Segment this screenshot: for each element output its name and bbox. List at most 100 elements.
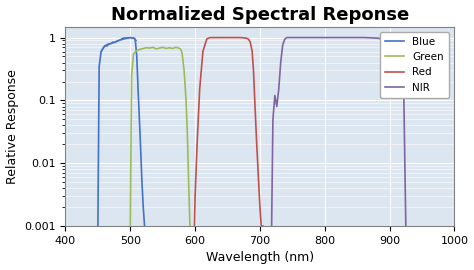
- Green: [170, 47, 175, 50]
- Blue: [95, 225, 100, 228]
- NIR: [335, 36, 341, 39]
- NIR: [361, 36, 366, 39]
- Line: Green: Green: [130, 47, 190, 226]
- NIR: [400, 65, 405, 68]
- Red: [204, 37, 210, 40]
- NIR: [309, 36, 315, 39]
- Red: [244, 37, 250, 40]
- NIR: [401, 99, 407, 102]
- Blue: [124, 36, 130, 40]
- Red: [241, 36, 246, 39]
- NIR: [278, 61, 283, 64]
- Green: [154, 47, 159, 50]
- NIR: [348, 36, 354, 39]
- Line: Blue: Blue: [98, 38, 145, 226]
- Blue: [133, 40, 138, 44]
- Red: [207, 36, 213, 39]
- NIR: [403, 225, 409, 228]
- Green: [187, 225, 193, 228]
- NIR: [390, 42, 396, 45]
- Red: [258, 225, 264, 228]
- Red: [252, 99, 257, 102]
- Green: [181, 69, 187, 72]
- NIR: [374, 36, 380, 40]
- Blue: [111, 41, 117, 44]
- X-axis label: Wavelength (nm): Wavelength (nm): [206, 251, 314, 264]
- Blue: [101, 45, 107, 48]
- Green: [140, 47, 146, 50]
- NIR: [302, 36, 308, 39]
- Y-axis label: Relative Response: Relative Response: [6, 69, 18, 184]
- NIR: [290, 36, 295, 39]
- Green: [186, 181, 191, 184]
- Green: [134, 49, 140, 52]
- Blue: [121, 37, 127, 40]
- Green: [156, 46, 162, 50]
- Green: [147, 46, 153, 50]
- Blue: [131, 36, 137, 40]
- Green: [176, 46, 182, 50]
- Red: [212, 36, 218, 39]
- Red: [243, 36, 248, 40]
- Line: Red: Red: [194, 38, 263, 226]
- Green: [173, 46, 179, 49]
- Blue: [98, 50, 104, 53]
- NIR: [270, 118, 276, 121]
- Blue: [118, 38, 123, 42]
- Red: [249, 50, 255, 53]
- NIR: [380, 37, 386, 40]
- Green: [129, 74, 135, 77]
- NIR: [322, 36, 328, 39]
- Blue: [134, 55, 140, 58]
- Red: [191, 225, 197, 228]
- NIR: [282, 38, 287, 41]
- NIR: [387, 39, 392, 43]
- Green: [178, 48, 184, 51]
- NIR: [280, 44, 285, 47]
- Red: [225, 36, 230, 39]
- Green: [160, 46, 165, 49]
- NIR: [269, 225, 274, 228]
- Green: [183, 99, 189, 102]
- Red: [246, 37, 251, 40]
- Red: [237, 36, 243, 39]
- Green: [184, 132, 190, 135]
- Blue: [140, 206, 146, 209]
- Green: [163, 47, 169, 50]
- Red: [235, 36, 240, 39]
- Green: [137, 48, 143, 51]
- NIR: [276, 88, 282, 91]
- Blue: [132, 37, 137, 40]
- Red: [218, 36, 224, 39]
- Green: [128, 225, 133, 228]
- Green: [144, 46, 149, 49]
- Title: Normalized Spectral Reponse: Normalized Spectral Reponse: [111, 6, 409, 23]
- Red: [260, 225, 266, 228]
- NIR: [316, 36, 321, 39]
- NIR: [393, 46, 399, 49]
- Red: [194, 143, 200, 146]
- Blue: [142, 225, 147, 228]
- Blue: [115, 39, 120, 43]
- Green: [166, 46, 172, 49]
- NIR: [286, 36, 292, 39]
- Blue: [96, 65, 102, 68]
- Red: [197, 88, 202, 91]
- Green: [131, 52, 137, 56]
- Red: [254, 143, 260, 146]
- Blue: [139, 181, 145, 184]
- Red: [192, 195, 198, 198]
- NIR: [396, 52, 402, 56]
- NIR: [272, 94, 278, 97]
- Red: [231, 36, 237, 39]
- Red: [200, 50, 206, 53]
- Green: [150, 46, 156, 49]
- Blue: [128, 36, 133, 39]
- Red: [247, 40, 253, 44]
- Red: [228, 36, 234, 39]
- Blue: [135, 88, 141, 91]
- Red: [251, 69, 256, 72]
- NIR: [296, 36, 301, 39]
- NIR: [283, 36, 289, 39]
- Blue: [105, 43, 110, 46]
